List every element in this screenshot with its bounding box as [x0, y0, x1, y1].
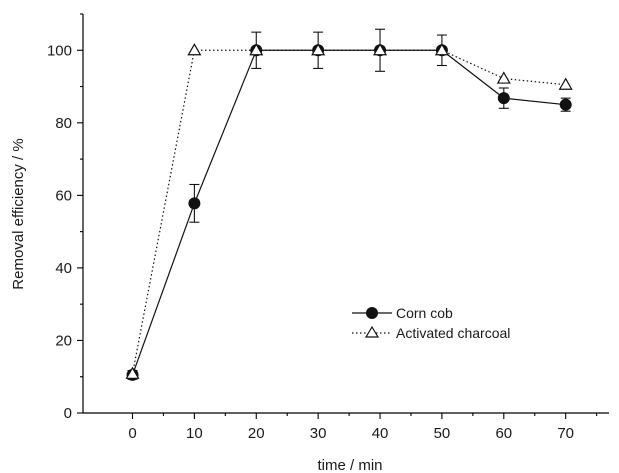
series: [125, 28, 573, 381]
legend: Corn cob Activated charcoal: [352, 305, 510, 341]
x-tick-label: 30: [310, 425, 327, 442]
data-point-activated-charcoal: [249, 43, 264, 56]
y-tick-label: 80: [55, 115, 72, 132]
y-tick-label: 20: [55, 332, 72, 349]
x-tick-label: 70: [557, 425, 574, 442]
x-tick-label: 10: [186, 425, 203, 442]
y-tick-label: 0: [64, 405, 72, 422]
y-axis-title: Removal efficiency / %: [10, 138, 27, 289]
y-tick-label: 40: [55, 260, 72, 277]
legend-marker-corn-cob: [366, 307, 378, 319]
legend-label-activated-charcoal: Activated charcoal: [396, 325, 510, 341]
data-point-activated-charcoal: [187, 43, 202, 56]
data-point-activated-charcoal: [373, 43, 388, 56]
data-point-corn-cob: [188, 197, 201, 210]
y-tick-label: 60: [55, 187, 72, 204]
data-point-corn-cob: [559, 98, 572, 111]
data-point-activated-charcoal: [558, 77, 573, 90]
legend-entry-activated-charcoal: Activated charcoal: [352, 325, 510, 341]
x-axis-title: time / min: [317, 457, 382, 473]
data-point-corn-cob: [497, 92, 510, 105]
legend-label-corn-cob: Corn cob: [396, 305, 453, 321]
legend-entry-corn-cob: Corn cob: [352, 305, 453, 321]
data-point-activated-charcoal: [311, 43, 326, 56]
y-tick-label: 100: [47, 42, 72, 59]
axes: [82, 14, 609, 414]
x-tick-label: 20: [248, 425, 265, 442]
series-line-corn-cob: [131, 49, 566, 376]
x-tick-label: 50: [434, 425, 451, 442]
x-tick-label: 60: [495, 425, 512, 442]
data-point-activated-charcoal: [125, 366, 140, 379]
x-tick-label: 40: [372, 425, 389, 442]
data-point-activated-charcoal: [496, 71, 511, 84]
ticks: 0 10 20 30 40 50 60 70 0 20 40 60 80 100: [47, 13, 598, 442]
x-tick-label: 0: [128, 425, 136, 442]
data-point-activated-charcoal: [434, 43, 449, 56]
legend-marker-activated-charcoal: [364, 325, 380, 338]
